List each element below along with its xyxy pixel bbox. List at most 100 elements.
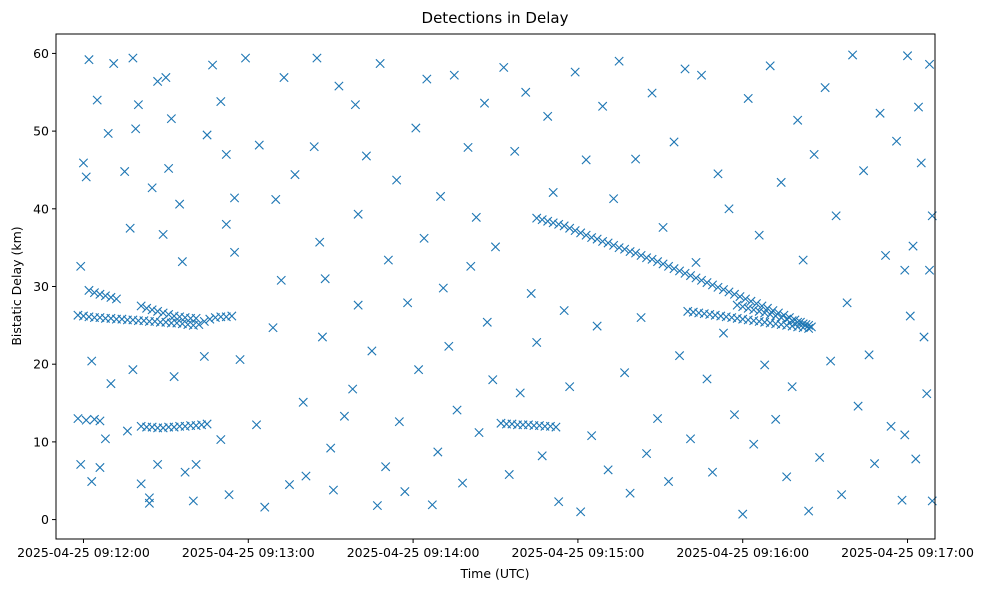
data-point xyxy=(227,311,237,321)
data-point xyxy=(787,316,797,326)
data-point xyxy=(449,70,459,80)
data-point xyxy=(548,187,558,198)
data-point xyxy=(202,419,212,429)
y-tick-label: 0 xyxy=(41,512,49,527)
data-point xyxy=(581,155,591,165)
data-point xyxy=(787,382,797,392)
data-point xyxy=(804,320,814,330)
x-tick-label: 2025-04-25 09:12:00 xyxy=(17,545,150,560)
data-point xyxy=(87,476,97,487)
y-tick-label: 40 xyxy=(33,201,49,216)
data-point xyxy=(576,228,586,238)
data-point xyxy=(328,485,339,495)
data-point xyxy=(853,401,863,411)
data-point xyxy=(510,146,520,156)
data-point xyxy=(427,500,437,510)
data-point xyxy=(111,294,122,304)
data-point xyxy=(696,70,707,80)
data-point xyxy=(724,204,734,214)
data-point xyxy=(592,321,602,331)
data-point xyxy=(592,234,602,244)
data-point xyxy=(537,215,547,225)
data-point xyxy=(422,74,432,84)
data-point xyxy=(537,451,547,461)
data-point xyxy=(760,308,770,318)
data-point xyxy=(251,420,262,430)
data-point xyxy=(175,199,185,209)
x-tick-label: 2025-04-25 09:17:00 xyxy=(841,545,974,560)
data-point xyxy=(532,213,542,223)
data-point xyxy=(375,58,385,69)
data-point xyxy=(109,58,119,69)
data-point xyxy=(809,149,819,160)
data-point xyxy=(128,53,138,63)
data-point xyxy=(798,319,808,329)
data-point xyxy=(279,72,289,83)
data-point xyxy=(290,170,300,180)
data-point xyxy=(103,128,113,139)
data-point xyxy=(381,462,391,472)
data-point xyxy=(298,397,308,407)
data-point xyxy=(707,280,718,290)
data-point xyxy=(326,443,336,453)
data-point xyxy=(235,354,245,365)
data-point xyxy=(749,305,759,315)
data-point xyxy=(216,434,226,445)
data-point xyxy=(433,447,443,457)
x-axis-ticks: 2025-04-25 09:12:00 2025-04-25 09:13:00 20… xyxy=(17,539,974,560)
data-point xyxy=(394,417,404,427)
data-point xyxy=(652,413,663,424)
data-point xyxy=(765,309,775,320)
data-point xyxy=(229,193,240,203)
data-point xyxy=(153,76,163,86)
data-point xyxy=(551,422,561,432)
data-point xyxy=(202,130,212,140)
data-point xyxy=(84,285,94,295)
data-point xyxy=(625,488,635,498)
data-point xyxy=(900,265,910,275)
data-point xyxy=(620,244,630,254)
data-point xyxy=(521,87,531,97)
data-point xyxy=(669,137,679,147)
data-point xyxy=(782,472,792,482)
data-point xyxy=(652,257,663,267)
data-point xyxy=(922,389,932,399)
data-point xyxy=(749,439,759,449)
data-point xyxy=(158,229,168,240)
x-tick-label: 2025-04-25 09:16:00 xyxy=(676,545,809,560)
data-point xyxy=(913,102,924,112)
data-point xyxy=(240,53,251,63)
data-point xyxy=(743,303,753,313)
data-point xyxy=(897,495,907,505)
data-point xyxy=(221,149,231,160)
data-point xyxy=(207,60,218,70)
data-point xyxy=(84,55,94,65)
data-point xyxy=(691,257,701,268)
data-point xyxy=(95,289,105,299)
data-point xyxy=(367,346,377,356)
data-point xyxy=(587,232,597,243)
data-point xyxy=(658,222,668,233)
data-point xyxy=(106,292,116,302)
data-point xyxy=(221,219,231,229)
data-point xyxy=(702,374,712,384)
data-point xyxy=(317,332,328,342)
data-point xyxy=(452,405,462,415)
data-point xyxy=(164,163,174,173)
y-tick-label: 30 xyxy=(33,279,49,294)
data-point xyxy=(504,469,514,480)
data-point xyxy=(122,426,133,436)
data-point xyxy=(471,212,481,222)
data-point xyxy=(188,496,198,506)
data-point xyxy=(746,296,756,306)
data-point xyxy=(631,154,641,164)
data-point xyxy=(831,211,841,221)
data-point xyxy=(315,237,325,247)
data-point xyxy=(89,288,100,298)
data-point xyxy=(864,350,874,360)
data-point xyxy=(793,115,803,125)
data-point xyxy=(902,51,913,61)
data-point xyxy=(128,365,138,375)
data-point xyxy=(729,410,740,420)
